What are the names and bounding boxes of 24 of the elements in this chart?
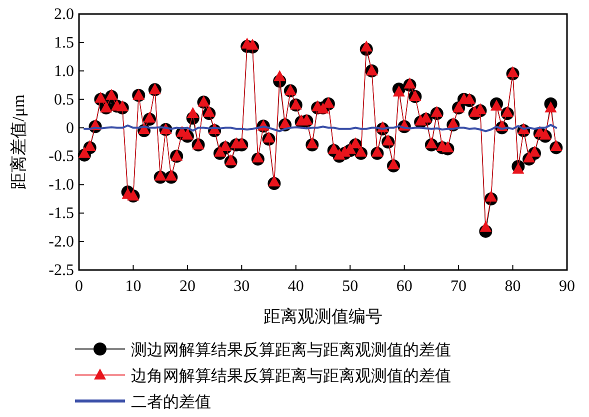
y-tick-label: -0.5 [48,148,74,166]
legend-label: 边角网解算结果反算距离与距离观测值的差值 [131,367,451,385]
y-tick-label: 0.5 [54,91,74,108]
x-tick-label: 90 [559,278,575,295]
x-tick-label: 10 [125,278,142,295]
legend-label: 二者的差值 [131,393,211,411]
x-axis-title: 距离观测值编号 [264,307,382,326]
x-tick-label: 50 [342,278,358,295]
y-tick-label: -1.0 [48,176,74,194]
x-tick-label: 20 [179,278,196,295]
y-tick-label: -2.0 [48,234,74,251]
y-tick-label: 0 [66,120,74,137]
x-tick-label: 40 [288,278,304,295]
y-tick-label: 1.0 [54,62,74,80]
x-tick-label: 80 [504,278,521,295]
x-tick-label: 30 [234,278,250,295]
legend-label: 测边网解算结果反算距离与距离观测值的差值 [131,341,451,359]
y-tick-label: 2.0 [54,6,74,23]
y-tick-label: 1.5 [54,34,74,52]
y-axis-title: 距离差值/μm [9,94,28,190]
y-tick-label: -2.5 [48,262,74,279]
x-tick-label: 60 [396,278,412,295]
x-tick-label: 70 [450,278,467,295]
y-tick-label: -1.5 [48,205,74,222]
